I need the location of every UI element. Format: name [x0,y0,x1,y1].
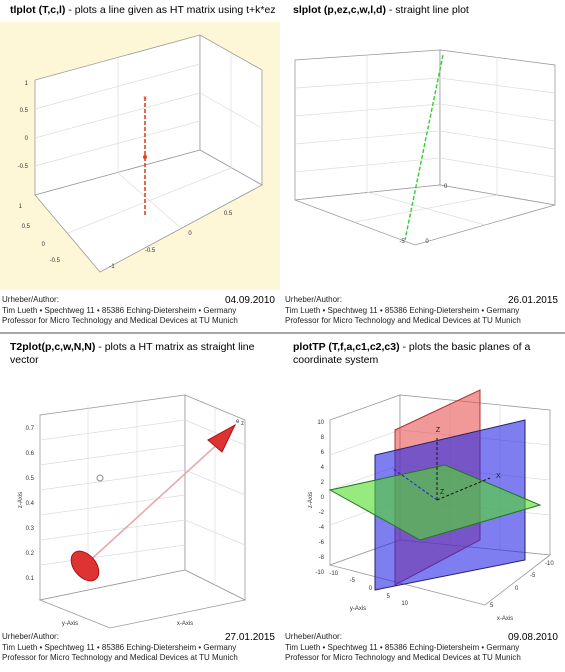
plane-xy [328,464,542,541]
panel-title: T2plot(p,c,w,N,N) - plots a HT matrix as… [10,341,255,353]
plot-3d-box: × [34,34,263,273]
tick-label: -8 [319,555,325,561]
tick-label: y-Axis [62,621,78,627]
author-label: Urheber/Author: [2,632,59,641]
tick-label: 1 [19,204,23,210]
tick-label: 10 [401,601,408,607]
date: 04.09.2010 [225,295,275,306]
title-rest: - plots a line given as HT matrix using … [65,4,275,16]
dashed-line [404,54,444,241]
tick-label: -2 [319,510,325,516]
tick-label: 0 [42,242,46,248]
tick-label: -5 [399,239,405,245]
tick-label: 0 [25,136,29,142]
marker [143,155,147,159]
tick-label: -0.5 [145,248,156,254]
axis-y [391,467,438,501]
tick-label: -10 [315,570,324,576]
title-bold: tlplot (T,c,l) [10,4,65,16]
title-bold: plotTP (T,f,a,c1,c2,c3) [293,341,400,353]
vector-line [84,439,223,566]
tick-label: z-Axis [308,492,314,508]
author-line: Professor for Micro Technology and Medic… [2,316,238,325]
title-rest: - plots the basic planes of a [400,341,531,353]
tick-label: x-Axis [497,616,513,622]
axis-x [436,477,491,501]
plot-3d-box [38,394,247,629]
plot-3d-box [294,49,556,246]
tick-label: z [241,421,244,427]
tick-label: 0 [425,239,429,245]
author-line: Tim Lueth • Spechtweg 11 • 85386 Eching-… [2,643,236,652]
panel-title: plotTP (T,f,a,c1,c2,c3) - plots the basi… [293,341,530,353]
marker: × [143,95,147,102]
panel-title-line2: coordinate system [293,354,378,366]
vector-cone [207,423,237,453]
author-line: Professor for Micro Technology and Medic… [2,653,238,662]
tick-label: z-Axis [18,492,24,508]
tick-label: 5 [387,594,391,600]
tick-label: 5 [490,603,494,609]
tick-label: x-Axis [177,621,193,627]
tick-label: Z [440,489,445,496]
title-bold: slplot (p,ez,c,w,l,d) [293,4,386,16]
tick-label: e [236,419,240,425]
author-label: Urheber/Author: [285,295,342,304]
tick-label: 0 [515,586,519,592]
tick-label: 0 [321,495,325,501]
tick-label: 0.2 [26,551,35,557]
date: 09.08.2010 [508,632,558,643]
date: 26.01.2015 [508,295,558,306]
tick-label: 0 [369,586,373,592]
title-rest: - plots a HT matrix as straight line [95,341,254,353]
author-label: Urheber/Author: [285,632,342,641]
tick-label: 0.5 [224,211,233,217]
tick-label: 6 [321,450,325,456]
tick-label: 0.5 [26,476,35,482]
author-line: Tim Lueth • Spechtweg 11 • 85386 Eching-… [285,643,519,652]
tick-label: 0.7 [26,426,35,432]
tick-label: -5 [350,578,356,584]
tick-label: -1 [109,264,115,270]
tick-label: X [496,473,501,480]
tick-label: 8 [321,435,325,441]
tick-label: -5 [530,573,536,579]
tick-label: 10 [317,420,324,426]
author-line: Professor for Micro Technology and Medic… [285,653,521,662]
tick-label: -10 [329,571,338,577]
tick-label: 0.5 [20,108,29,114]
tick-label: 1 [25,81,29,87]
author-line: Tim Lueth • Spechtweg 11 • 85386 Eching-… [2,306,236,315]
tick-label: 0 [444,184,448,190]
author-line: Professor for Micro Technology and Medic… [285,316,521,325]
tick-label: Z [436,427,441,434]
panel-title: slplot (p,ez,c,w,l,d) - straight line pl… [293,4,469,16]
tick-label: -4 [319,525,325,531]
marker [96,474,104,482]
plot-3d-box [328,389,552,606]
author-label: Urheber/Author: [2,295,59,304]
tick-label: 0 [188,231,192,237]
tick-label: -10 [545,561,554,567]
tick-label: 2 [321,480,325,486]
tick-label: 0.5 [22,224,31,230]
tick-label: 0.4 [26,501,35,507]
panel-title-line2: vector [10,354,39,366]
panel-title: tlplot (T,c,l) - plots a line given as H… [10,4,276,16]
tick-label: -0.5 [18,164,29,170]
title-bold: T2plot(p,c,w,N,N) [10,341,95,353]
tick-label: 0.3 [26,526,35,532]
tick-label: y-Axis [350,606,366,612]
tick-label: 4 [321,465,325,471]
author-line: Tim Lueth • Spechtweg 11 • 85386 Eching-… [285,306,519,315]
vector-base [70,550,100,582]
tick-label: -0.5 [50,258,61,264]
tick-label: -6 [319,540,325,546]
tick-label: 0.1 [26,576,35,582]
date: 27.01.2015 [225,632,275,643]
tick-label: 0.6 [26,451,35,457]
title-rest: - straight line plot [386,4,469,16]
